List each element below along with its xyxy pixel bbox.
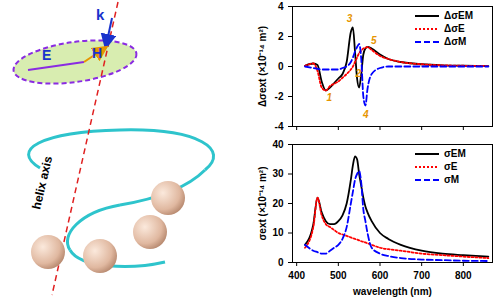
svg-text:4: 4: [362, 109, 369, 120]
svg-text:-2: -2: [275, 91, 284, 102]
svg-text:10: 10: [272, 227, 284, 238]
svg-text:H: H: [92, 45, 102, 61]
svg-text:-4: -4: [275, 121, 284, 132]
svg-text:40: 40: [272, 139, 284, 150]
svg-text:3: 3: [347, 13, 353, 24]
svg-text:Δσext (×10⁻¹⁴ m²): Δσext (×10⁻¹⁴ m²): [257, 26, 268, 107]
html-text:σEM: σEM: [444, 148, 466, 159]
svg-text:600: 600: [372, 270, 389, 281]
svg-text:700: 700: [413, 270, 430, 281]
svg-text:2: 2: [278, 31, 284, 42]
svg-text:wavelength (nm): wavelength (nm): [352, 286, 432, 297]
svg-text:500: 500: [330, 270, 347, 281]
svg-text:400: 400: [288, 270, 305, 281]
html-text:ΔσE: ΔσE: [444, 23, 465, 34]
svg-text:helix axis: helix axis: [29, 155, 55, 211]
svg-text:0: 0: [278, 257, 284, 268]
svg-text:E: E: [42, 47, 51, 63]
svg-text:2: 2: [355, 68, 362, 79]
svg-text:5: 5: [371, 35, 377, 46]
svg-text:800: 800: [455, 270, 472, 281]
html-text:σM: σM: [444, 174, 460, 185]
svg-text:0: 0: [278, 61, 284, 72]
svg-text:20: 20: [272, 198, 284, 209]
html-text:ΔσEM: ΔσEM: [444, 10, 473, 21]
svg-text:k: k: [96, 6, 105, 23]
svg-text:4: 4: [278, 1, 284, 12]
html-text:σE: σE: [444, 161, 458, 172]
svg-text:1: 1: [326, 92, 332, 103]
svg-text:σext (×10⁻¹⁴ m²): σext (×10⁻¹⁴ m²): [257, 167, 268, 241]
svg-text:30: 30: [272, 168, 284, 179]
html-text:ΔσM: ΔσM: [444, 36, 467, 47]
